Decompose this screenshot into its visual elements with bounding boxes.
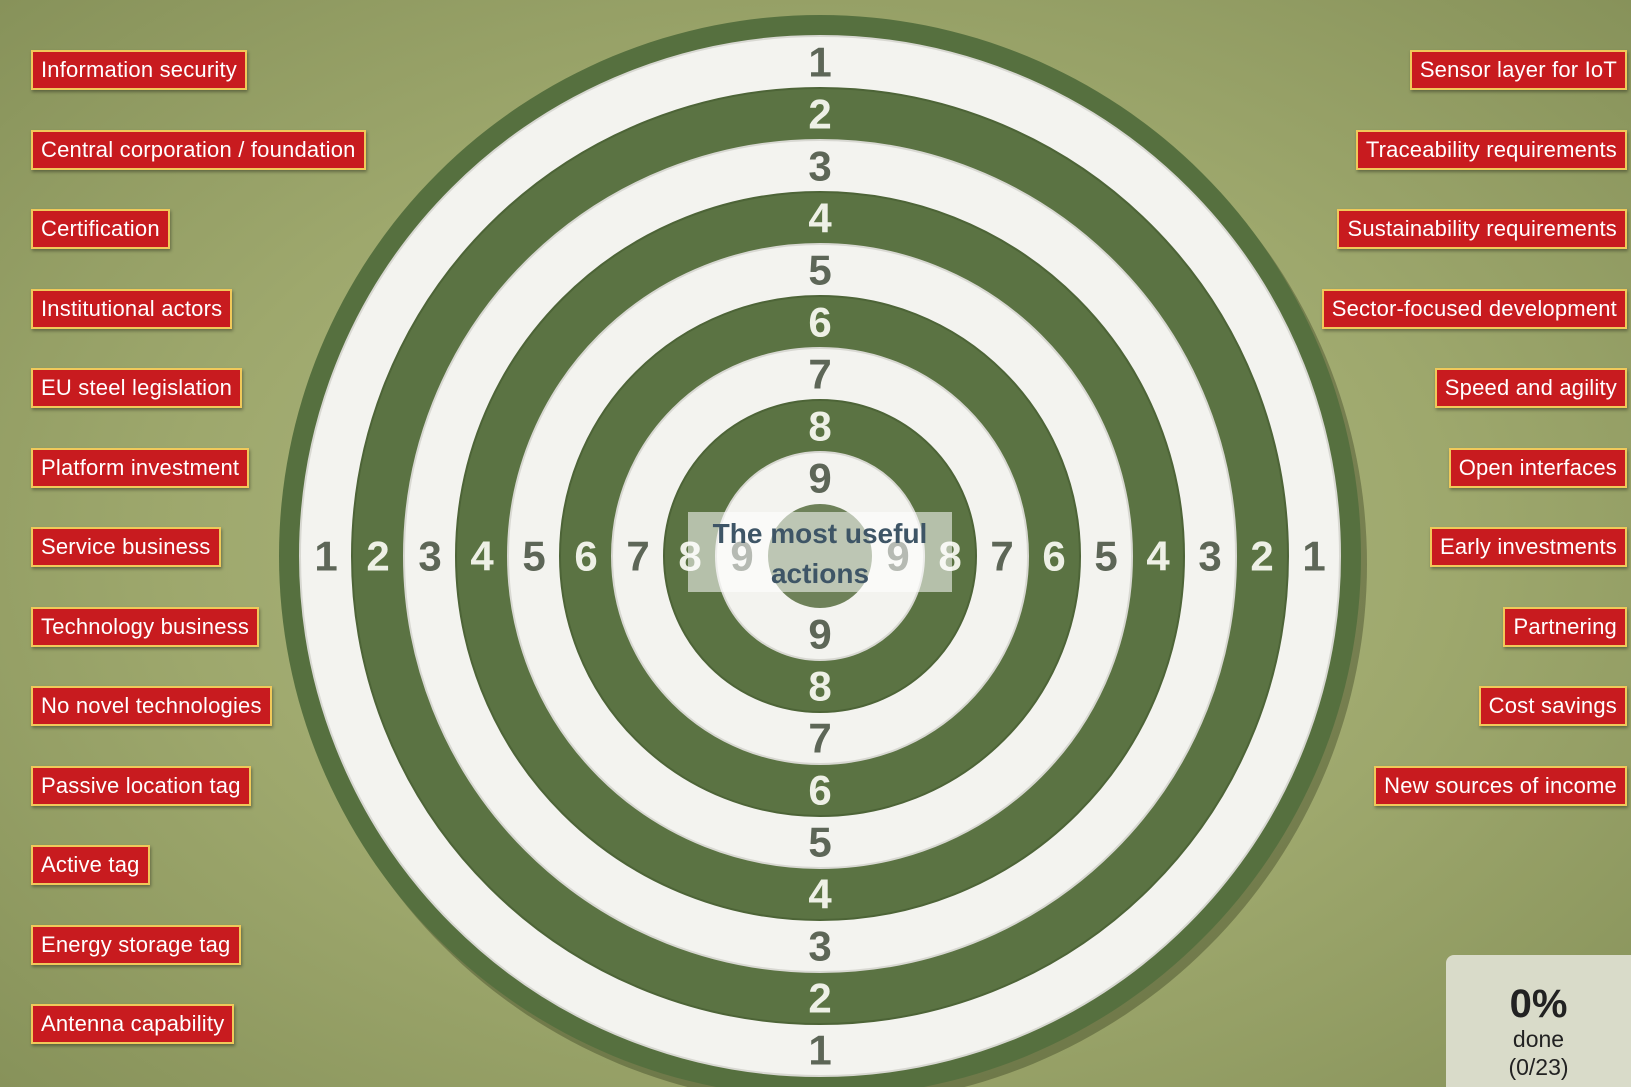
page: 111122223333444455556666777788889999 The… xyxy=(0,0,1631,1087)
progress-percent: 0% xyxy=(1446,983,1631,1025)
right-label[interactable]: Cost savings xyxy=(1479,686,1627,726)
ring-number: 1 xyxy=(808,39,831,86)
right-label[interactable]: Partnering xyxy=(1503,607,1627,647)
ring-number: 9 xyxy=(808,611,831,658)
ring-number: 1 xyxy=(808,1027,831,1074)
left-label[interactable]: No novel technologies xyxy=(31,686,272,726)
left-label[interactable]: Active tag xyxy=(31,845,150,885)
ring-number: 6 xyxy=(808,767,831,814)
ring-number: 3 xyxy=(418,533,441,580)
ring-number: 7 xyxy=(626,533,649,580)
left-label[interactable]: Antenna capability xyxy=(31,1004,234,1044)
ring-number: 9 xyxy=(808,455,831,502)
left-label[interactable]: Passive location tag xyxy=(31,766,251,806)
ring-number: 3 xyxy=(1198,533,1221,580)
progress-box: 0% done (0/23) xyxy=(1446,955,1631,1087)
right-label[interactable]: Traceability requirements xyxy=(1356,130,1627,170)
left-label[interactable]: EU steel legislation xyxy=(31,368,242,408)
ring-number: 8 xyxy=(808,663,831,710)
ring-number: 4 xyxy=(470,533,494,580)
ring-number: 4 xyxy=(808,871,832,918)
right-label[interactable]: Open interfaces xyxy=(1449,448,1627,488)
ring-number: 6 xyxy=(574,533,597,580)
right-label[interactable]: Early investments xyxy=(1430,527,1627,567)
right-label[interactable]: Sustainability requirements xyxy=(1337,209,1627,249)
ring-number: 4 xyxy=(808,195,832,242)
center-text: The most useful actions xyxy=(690,514,950,594)
left-label[interactable]: Service business xyxy=(31,527,221,567)
ring-number: 6 xyxy=(808,299,831,346)
left-label[interactable]: Energy storage tag xyxy=(31,925,241,965)
ring-number: 1 xyxy=(1302,533,1325,580)
progress-label: done xyxy=(1446,1025,1631,1053)
ring-number: 7 xyxy=(990,533,1013,580)
left-label[interactable]: Certification xyxy=(31,209,170,249)
ring-number: 7 xyxy=(808,351,831,398)
ring-number: 3 xyxy=(808,923,831,970)
ring-number: 5 xyxy=(522,533,545,580)
ring-number: 1 xyxy=(314,533,337,580)
left-label[interactable]: Institutional actors xyxy=(31,289,232,329)
ring-number: 2 xyxy=(366,533,389,580)
ring-number: 2 xyxy=(808,91,831,138)
ring-number: 3 xyxy=(808,143,831,190)
right-label[interactable]: New sources of income xyxy=(1374,766,1627,806)
right-label[interactable]: Sector-focused development xyxy=(1322,289,1627,329)
ring-number: 8 xyxy=(808,403,831,450)
ring-number: 2 xyxy=(1250,533,1273,580)
ring-number: 6 xyxy=(1042,533,1065,580)
left-label[interactable]: Central corporation / foundation xyxy=(31,130,366,170)
ring-number: 5 xyxy=(808,819,831,866)
ring-number: 2 xyxy=(808,975,831,1022)
left-label[interactable]: Technology business xyxy=(31,607,259,647)
progress-count: (0/23) xyxy=(1446,1053,1631,1081)
ring-number: 5 xyxy=(1094,533,1117,580)
left-label[interactable]: Platform investment xyxy=(31,448,249,488)
ring-number: 4 xyxy=(1146,533,1170,580)
ring-number: 5 xyxy=(808,247,831,294)
left-label[interactable]: Information security xyxy=(31,50,247,90)
right-label[interactable]: Speed and agility xyxy=(1435,368,1627,408)
right-label[interactable]: Sensor layer for IoT xyxy=(1410,50,1627,90)
ring-number: 7 xyxy=(808,715,831,762)
